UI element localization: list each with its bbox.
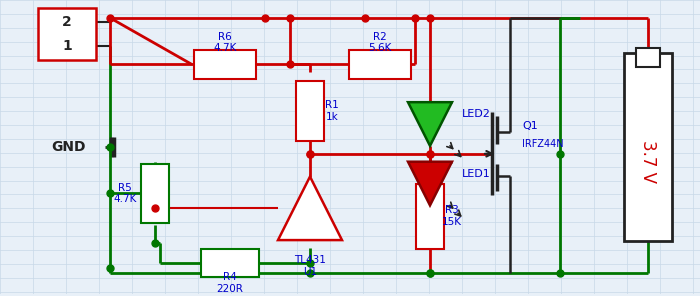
Bar bbox=[38, 8, 96, 59]
Bar bbox=[201, 249, 259, 277]
Text: R5
4.7K: R5 4.7K bbox=[113, 183, 136, 204]
Text: R6
4.7K: R6 4.7K bbox=[214, 32, 237, 54]
Bar bbox=[416, 184, 444, 249]
Polygon shape bbox=[278, 177, 342, 240]
Polygon shape bbox=[408, 162, 452, 205]
Text: GND: GND bbox=[50, 140, 85, 154]
Text: 1: 1 bbox=[62, 39, 72, 53]
Bar bbox=[296, 81, 324, 141]
Polygon shape bbox=[408, 102, 452, 146]
Text: Q1: Q1 bbox=[522, 121, 538, 131]
Text: 2: 2 bbox=[62, 15, 72, 29]
Text: R2
5.6K: R2 5.6K bbox=[368, 32, 392, 54]
Text: LED2: LED2 bbox=[462, 109, 491, 119]
Text: R3
15K: R3 15K bbox=[442, 205, 462, 227]
Bar bbox=[636, 48, 660, 67]
Text: R4
220R: R4 220R bbox=[216, 272, 244, 294]
Text: 3.7 V: 3.7 V bbox=[639, 140, 657, 183]
Bar bbox=[349, 50, 411, 79]
Bar bbox=[141, 164, 169, 223]
Bar bbox=[624, 53, 672, 241]
Text: R1
1k: R1 1k bbox=[325, 100, 339, 122]
Text: LED1: LED1 bbox=[462, 169, 491, 178]
Text: IRFZ44N: IRFZ44N bbox=[522, 139, 564, 149]
Bar bbox=[194, 50, 256, 79]
Text: TL431
U1: TL431 U1 bbox=[294, 255, 326, 277]
